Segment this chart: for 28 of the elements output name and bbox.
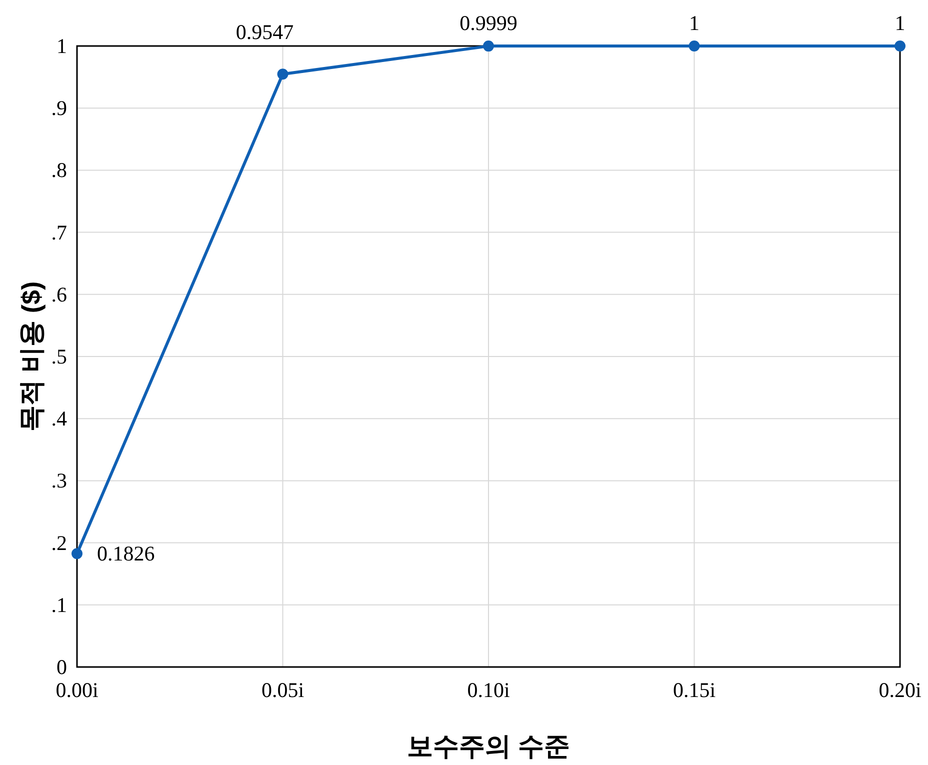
y-tick-label: .9 bbox=[51, 96, 67, 120]
x-tick-label: 0.20i bbox=[878, 678, 922, 702]
y-tick-label: .6 bbox=[51, 282, 67, 306]
y-tick-label: .7 bbox=[51, 220, 67, 244]
y-tick-label: 1 bbox=[56, 34, 67, 58]
x-tick-label: 0.10i bbox=[467, 678, 510, 702]
point bbox=[688, 40, 700, 52]
point bbox=[483, 40, 494, 52]
data-label: 1 bbox=[689, 11, 700, 35]
y-tick-label: .8 bbox=[51, 158, 67, 182]
data-label: 1 bbox=[894, 11, 906, 35]
y-tick-label: .2 bbox=[51, 530, 67, 555]
x-tick-label: 0.15i bbox=[672, 678, 716, 702]
data-label: 0.9999 bbox=[460, 11, 518, 36]
point bbox=[72, 548, 82, 560]
x-tick-label: 0.00i bbox=[56, 678, 98, 702]
point bbox=[894, 40, 906, 52]
y-tick-label: .1 bbox=[51, 592, 67, 617]
y-axis-title: 목적 비용 ($) bbox=[16, 281, 46, 432]
y-tick-label: .4 bbox=[51, 406, 68, 431]
x-axis-title: 보수주의 수준 bbox=[406, 731, 570, 761]
data-label: 0.1826 bbox=[97, 542, 155, 566]
y-tick-label: .5 bbox=[51, 344, 67, 368]
y-tick-label: .3 bbox=[51, 468, 67, 493]
point bbox=[277, 68, 288, 80]
x-tick-label: 0.05i bbox=[261, 678, 304, 702]
data-label: 0.9547 bbox=[236, 20, 294, 44]
y-tick-label: 0 bbox=[56, 655, 67, 679]
